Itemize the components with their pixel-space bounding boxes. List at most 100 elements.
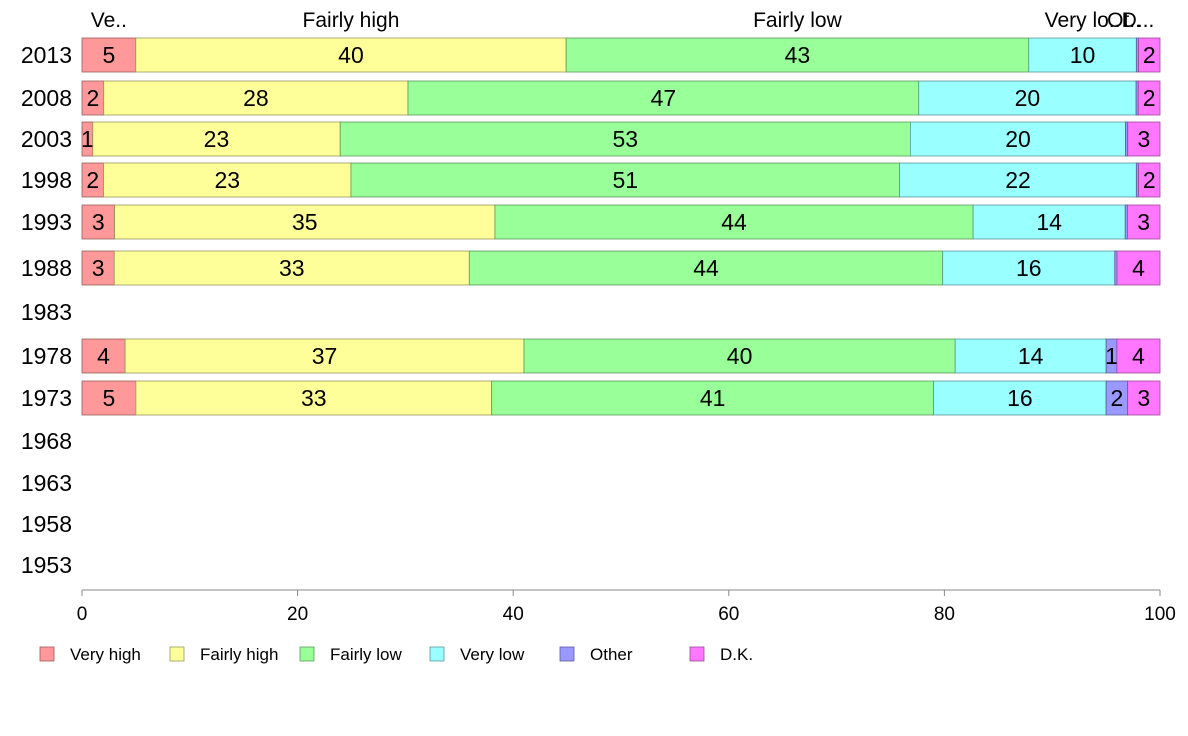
data-label: 14 xyxy=(1018,343,1044,369)
bar-row-1973: 5 33 41 16 2 3 xyxy=(81,380,1161,416)
bar-segment xyxy=(942,250,1116,286)
data-label: 43 xyxy=(785,42,811,68)
bar-segment xyxy=(1138,37,1161,73)
data-label: 41 xyxy=(700,385,726,411)
data-label: 33 xyxy=(301,385,327,411)
top-series-labels: Ve.. Fairly high Fairly low Very lo..Ot..D.… xyxy=(91,9,1155,32)
bar-segment xyxy=(339,121,911,157)
data-label: 3 xyxy=(1137,126,1150,152)
series-top-label: Fairly high xyxy=(303,9,400,32)
legend-label: Fairly high xyxy=(200,645,278,664)
data-label: 23 xyxy=(204,126,230,152)
x-axis: 0 20 40 60 80 100 xyxy=(77,589,1176,625)
legend-item: Fairly low xyxy=(299,645,403,664)
data-label: 20 xyxy=(1015,85,1041,111)
data-label: 3 xyxy=(1137,385,1150,411)
data-label: 2 xyxy=(1143,167,1156,193)
data-label: 53 xyxy=(613,126,639,152)
bar-segment xyxy=(1116,250,1161,286)
bar-segment xyxy=(954,338,1107,374)
bar-row-2008: 2 28 47 20 2 xyxy=(81,80,1161,116)
data-label: 23 xyxy=(214,167,240,193)
legend-item: D.K. xyxy=(689,645,753,664)
legend-item: Very high xyxy=(39,645,141,664)
bar-segment xyxy=(103,80,409,116)
data-label: 40 xyxy=(338,42,364,68)
data-label: 47 xyxy=(651,85,677,111)
legend-label: D.K. xyxy=(720,645,753,664)
data-label: 20 xyxy=(1005,126,1031,152)
bar-segment xyxy=(910,121,1126,157)
year-label: 1953 xyxy=(21,552,72,578)
legend-label: Very high xyxy=(70,645,141,664)
year-label: 1998 xyxy=(21,167,72,193)
data-label: 5 xyxy=(103,385,116,411)
data-label: 4 xyxy=(1132,255,1145,281)
bar-row-1988: 3 33 44 16 4 xyxy=(81,250,1161,286)
bar-segment xyxy=(468,250,944,286)
data-label: 33 xyxy=(279,255,305,281)
year-label: 1983 xyxy=(21,299,72,325)
bar-segment xyxy=(113,250,470,286)
legend-item: Fairly high xyxy=(169,645,278,664)
legend-label: Fairly low xyxy=(330,645,403,664)
year-label: 2003 xyxy=(21,126,72,152)
bar-segment xyxy=(1127,121,1161,157)
bar-row-2013: 5 40 43 10 2 xyxy=(81,37,1161,73)
data-label: 44 xyxy=(721,209,747,235)
data-label: 28 xyxy=(243,85,269,111)
bar-segment xyxy=(407,80,920,116)
data-label: 2 xyxy=(86,167,99,193)
year-label: 2013 xyxy=(21,42,72,68)
data-label: 2 xyxy=(86,85,99,111)
year-label: 1988 xyxy=(21,255,72,281)
bar-segment xyxy=(124,338,525,374)
bar-row-1993: 3 35 44 14 3 xyxy=(81,204,1161,240)
data-label: 37 xyxy=(312,343,338,369)
series-top-label: Ot.. xyxy=(1107,9,1141,32)
legend-swatch xyxy=(559,646,575,662)
x-tick-label: 40 xyxy=(503,604,524,625)
bar-segment xyxy=(491,380,935,416)
legend-label: Very low xyxy=(460,645,525,664)
x-tick-label: 20 xyxy=(287,604,308,625)
bar-segment xyxy=(1028,37,1137,73)
bar-row-2003: 1 23 53 20 3 xyxy=(81,121,1161,157)
legend-swatch xyxy=(169,646,185,662)
bar-segment xyxy=(918,80,1137,116)
legend-swatch xyxy=(39,646,55,662)
bar-segment xyxy=(114,204,496,240)
bar-row-1998: 2 23 51 22 2 xyxy=(81,162,1161,198)
legend-label: Other xyxy=(590,645,633,664)
bars: 5 40 43 10 22 28 47 20 21 23 53 20 32 23 51 22 23 35 44 14 3… xyxy=(81,37,1161,416)
bar-segment xyxy=(1138,162,1161,198)
bar-segment xyxy=(565,37,1030,73)
bar-segment xyxy=(135,380,493,416)
bar-segment xyxy=(972,204,1126,240)
x-tick-label: 80 xyxy=(934,604,955,625)
bar-segment xyxy=(1116,338,1161,374)
bar-row-1978: 4 37 40 14 1 4 xyxy=(81,338,1161,374)
data-label: 3 xyxy=(92,255,105,281)
bar-segment xyxy=(350,162,901,198)
data-label: 1 xyxy=(81,126,94,152)
series-top-label: Ve.. xyxy=(91,9,127,32)
x-tick-label: 0 xyxy=(77,604,88,625)
bar-segment xyxy=(494,204,974,240)
bar-segment xyxy=(81,37,137,73)
bar-segment xyxy=(103,162,352,198)
bar-segment xyxy=(899,162,1137,198)
year-label: 1993 xyxy=(21,209,72,235)
data-label: 14 xyxy=(1036,209,1062,235)
series-top-label: Fairly low xyxy=(753,9,843,32)
data-label: 16 xyxy=(1007,385,1033,411)
year-label: 1968 xyxy=(21,428,72,454)
series-top-label: Very lo.. xyxy=(1045,9,1121,32)
data-label: 40 xyxy=(727,343,753,369)
data-label: 2 xyxy=(1110,385,1123,411)
year-axis-labels: 2013 2008 2003 1998 1993 1988 1983 1978 1973 1968… xyxy=(21,42,72,578)
data-label: 3 xyxy=(92,209,105,235)
data-label: 16 xyxy=(1016,255,1042,281)
legend-item: Other xyxy=(559,645,633,664)
